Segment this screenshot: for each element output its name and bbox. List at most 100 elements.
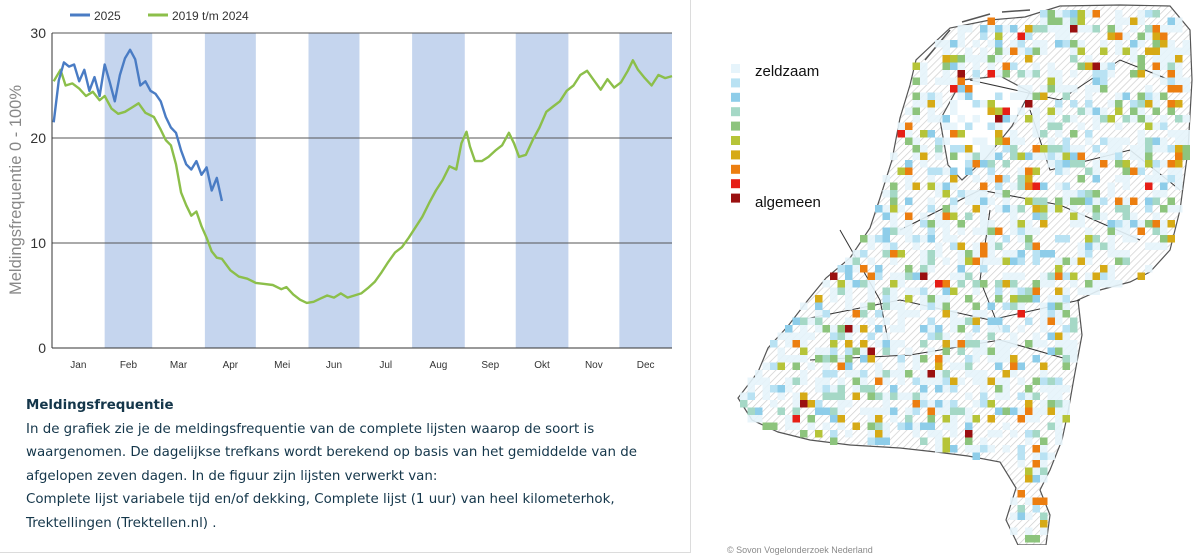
map-cell xyxy=(890,370,898,378)
map-cell xyxy=(950,317,958,325)
map-cell xyxy=(957,145,965,153)
map-cell xyxy=(830,407,838,415)
map-cell xyxy=(1010,430,1018,438)
map-cell xyxy=(1085,25,1093,33)
map-cell xyxy=(1115,25,1123,33)
map-cell xyxy=(1025,512,1033,520)
map-cell xyxy=(1122,197,1130,205)
map-cell xyxy=(942,167,950,175)
map-cell xyxy=(957,325,965,333)
map-cell xyxy=(1077,47,1085,55)
map-cell xyxy=(1002,392,1010,400)
map-cell xyxy=(1167,62,1175,70)
map-cell xyxy=(800,430,808,438)
map-cell xyxy=(957,55,965,63)
map-cell xyxy=(777,362,785,370)
map-cell xyxy=(987,25,995,33)
map-cell xyxy=(920,302,928,310)
map-cell xyxy=(942,257,950,265)
map-cell xyxy=(1130,47,1138,55)
map-cell xyxy=(867,280,875,288)
map-cell xyxy=(950,407,958,415)
map-cell xyxy=(785,332,793,340)
map-cell xyxy=(1010,272,1018,280)
map-cell xyxy=(845,362,853,370)
map-cell xyxy=(957,407,965,415)
map-cell xyxy=(957,377,965,385)
map-cell xyxy=(815,317,823,325)
map-cell xyxy=(1032,227,1040,235)
map-cell xyxy=(950,152,958,160)
map-cell xyxy=(950,205,958,213)
map-cell xyxy=(1010,92,1018,100)
map-cell xyxy=(1152,100,1160,108)
map-cell xyxy=(935,332,943,340)
caption-title: Meldingsfrequentie xyxy=(26,398,174,413)
map-cell xyxy=(1010,497,1018,505)
map-cell xyxy=(1160,62,1168,70)
map-cell xyxy=(1062,197,1070,205)
map-cell xyxy=(980,220,988,228)
map-cell xyxy=(897,355,905,363)
map-cell xyxy=(942,437,950,445)
map-cell xyxy=(1167,160,1175,168)
month-band-okt xyxy=(515,33,569,348)
map-cell xyxy=(1055,107,1063,115)
map-cell xyxy=(1010,302,1018,310)
map-cell xyxy=(1122,257,1130,265)
map-cell xyxy=(927,407,935,415)
map-cell xyxy=(957,92,965,100)
map-cell xyxy=(852,257,860,265)
map-cell xyxy=(747,377,755,385)
map-cell xyxy=(1025,175,1033,183)
map-cell xyxy=(1040,40,1048,48)
map-cell xyxy=(905,227,913,235)
map-cell xyxy=(792,340,800,348)
map-cell xyxy=(1175,55,1183,63)
map-cell xyxy=(1085,257,1093,265)
map-cell xyxy=(927,257,935,265)
map-cell xyxy=(980,197,988,205)
map-cell xyxy=(1002,175,1010,183)
map-cell xyxy=(1070,197,1078,205)
map-cell xyxy=(1107,145,1115,153)
map-cell xyxy=(1025,527,1033,535)
y-tick-label: 0 xyxy=(38,340,46,356)
map-cell xyxy=(1032,295,1040,303)
map-cell xyxy=(1047,122,1055,130)
map-cell xyxy=(1100,62,1108,70)
map-cell xyxy=(957,347,965,355)
map-cell xyxy=(852,370,860,378)
map-cell xyxy=(1152,175,1160,183)
map-cell xyxy=(792,377,800,385)
map-cell xyxy=(942,370,950,378)
map-cell xyxy=(1137,227,1145,235)
map-cell xyxy=(1085,137,1093,145)
map-cell xyxy=(957,85,965,93)
map-cell xyxy=(950,377,958,385)
map-cell xyxy=(1070,220,1078,228)
map-cell xyxy=(927,235,935,243)
map-cell xyxy=(1017,167,1025,175)
map-cell xyxy=(867,430,875,438)
map-cell xyxy=(867,257,875,265)
map-cell xyxy=(830,295,838,303)
map-cell xyxy=(1167,220,1175,228)
map-cell xyxy=(1182,145,1190,153)
map-cell xyxy=(1047,317,1055,325)
map-cell xyxy=(912,310,920,318)
map-cell xyxy=(1040,310,1048,318)
map-cell xyxy=(1107,242,1115,250)
map-cell xyxy=(942,302,950,310)
map-cell xyxy=(1145,145,1153,153)
map-cell xyxy=(1055,17,1063,25)
map-cell xyxy=(1040,400,1048,408)
map-cell xyxy=(920,220,928,228)
map-cell xyxy=(935,167,943,175)
map-cell xyxy=(995,385,1003,393)
map-cell xyxy=(815,347,823,355)
map-cell xyxy=(1130,212,1138,220)
map-cell xyxy=(1175,62,1183,70)
map-cell xyxy=(1010,145,1018,153)
y-tick-label: 20 xyxy=(30,130,46,146)
